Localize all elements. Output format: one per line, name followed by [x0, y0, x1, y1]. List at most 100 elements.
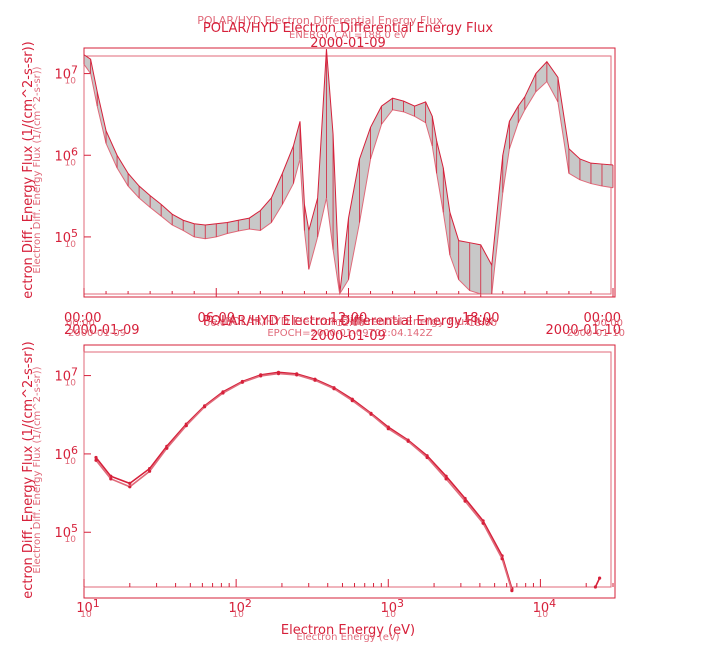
panel-1-ytick-label-0-exp: 5	[71, 227, 78, 240]
panel-1-ytick-label-1-text: 106	[54, 145, 78, 164]
panel-2-xtick-label-3-base: 10	[533, 601, 550, 616]
panel-2-series	[94, 370, 602, 593]
panel-2-point-2-0	[593, 585, 598, 589]
panel-2-point-1-7	[221, 391, 225, 395]
panel-2: POLAR/HYD Electron Differential Energy F…	[21, 314, 616, 643]
panel-2-title: POLAR/HYD Electron Differential Energy F…	[203, 314, 493, 329]
panel-1-ytick-label-1-base: 10	[54, 149, 71, 164]
panel-2-point-1-9	[259, 374, 263, 378]
panel-2-ylabel: ectron Diff. Energy Flux (1/(cm^2-s-sr))	[21, 341, 36, 598]
panel-2-xtick-label-0-text: 101	[76, 597, 100, 616]
panel-1-xtick-label-0: 00:00	[64, 311, 101, 326]
panel-1-series-upper	[83, 48, 614, 295]
panel-2-point-1-1	[109, 477, 113, 481]
panel-2-ytick-label-0-text: 105	[54, 522, 78, 541]
panel-2-point-1-13	[332, 387, 336, 391]
panel-1-xtick-label-2: 12:00	[330, 311, 367, 326]
panel-1-ytick-label-2-text: 107	[54, 64, 78, 83]
panel-2-xtick-label-2-base: 10	[381, 601, 398, 616]
panel-2-point-1-23	[510, 589, 514, 593]
panel-2-point-1-19	[444, 477, 448, 481]
panel-1-ytick-label-2-overlay: 10	[65, 77, 77, 87]
panel-1-date: 2000-01-09	[310, 36, 386, 51]
panel-1-xtick-date-overlay-0: 2000-01-09	[68, 328, 126, 339]
panel-2-ytick-label-2-exp: 7	[71, 366, 78, 379]
panel-1-xtick-date-overlay-4: 2000-01-10	[567, 328, 625, 339]
panel-1-xtick-date-0: 2000-01-09	[64, 323, 140, 338]
panel-2-ytick-label-1-base: 10	[54, 448, 71, 463]
panel-2-xtick-label-0-overlay: 10	[80, 610, 92, 620]
panel-2-xtick-label-1-overlay: 10	[232, 610, 244, 620]
panel-1-ytick-label-2-exp: 7	[71, 64, 78, 77]
panel-1-ytick-label-0-overlay: 10	[65, 240, 77, 250]
panel-1-ytick-label-0-text: 105	[54, 227, 78, 246]
panel-2-xtick-label-3-exp: 4	[549, 597, 556, 610]
panel-2-inner-frame	[83, 351, 612, 588]
panel-2-ytick-label-0-overlay: 10	[65, 535, 77, 545]
panel-2-point-1-2	[128, 485, 132, 489]
panel-2-point-1-5	[184, 424, 188, 428]
panel-1-series	[83, 48, 614, 296]
panel-2-xtick-label-3-text: 104	[533, 597, 557, 616]
panel-2-point-2-1	[598, 576, 602, 580]
panel-2-point-0-0	[94, 455, 98, 460]
panel-2-ytick-label-0-base: 10	[54, 526, 71, 541]
panel-1-xtick-label-overlay-1: 06:00	[204, 318, 233, 329]
panel-2-point-1-14	[350, 399, 354, 403]
panel-2-point-1-11	[295, 373, 299, 377]
panel-2-point-1-10	[276, 372, 281, 376]
panel-1-xtick-label-overlay-0: 00:00	[66, 318, 95, 329]
panel-2-frame	[83, 344, 616, 599]
panel-1-xtick-label-1: 06:00	[198, 311, 235, 326]
panel-2-point-1-18	[425, 455, 429, 460]
panel-2-ytick-label-0-exp: 5	[71, 522, 78, 535]
panel-2-point-1-17	[406, 439, 410, 443]
panel-2-point-1-22	[500, 557, 504, 561]
panel-2-ytick-label-1-exp: 6	[71, 444, 78, 457]
panel-1-xtick-date-4: 2000-01-10	[545, 323, 621, 338]
panel-2-ytick-label-1-overlay: 10	[65, 457, 77, 467]
panel-2-xtick-label-0-exp: 1	[93, 597, 100, 610]
panel-2-ytick-label-2-base: 10	[54, 370, 71, 385]
panel-2-point-0-2	[128, 481, 132, 485]
panel-2-series-0	[95, 371, 513, 589]
panel-2-title-overlay: POLAR/HYD Electron Differential Energy F…	[225, 315, 471, 328]
panel-2-xlabel: Electron Energy (eV)	[281, 623, 415, 638]
panel-2-point-1-21	[481, 521, 485, 525]
panel-1-series-lower	[83, 63, 614, 296]
panel-2-xtick-label-1-exp: 2	[245, 597, 252, 610]
panel-2-xtick-label-1-text: 102	[228, 597, 252, 616]
panel-1-xtick-label-overlay-2: 12:00	[336, 318, 365, 329]
panel-1-ytick-label-1-exp: 6	[71, 145, 78, 158]
panel-2-point-1-3	[148, 469, 152, 473]
panel-1-subtitle: ENERGY_CAL=188.0 eV	[289, 30, 407, 41]
panel-1: POLAR/HYD Electron Differential Energy F…	[21, 14, 625, 339]
panel-2-date: 2000-01-09	[310, 329, 386, 344]
panel-2-ylabel-overlay: Electron Diff. Energy Flux (1/(cm^2-s-sr…	[32, 366, 43, 573]
panel-2-series-1	[95, 372, 513, 591]
panel-1-ylabel: ectron Diff. Energy Flux (1/(cm^2-s-sr))	[21, 41, 36, 298]
panel-1-xtick-label-3: 18:00	[462, 311, 499, 326]
panel-2-xtick-label-2-text: 103	[381, 597, 405, 616]
panel-2-xtick-label-2-overlay: 10	[385, 610, 397, 620]
panel-1-xtick-label-overlay-3: 18:00	[468, 318, 497, 329]
panel-2-series-2	[594, 577, 601, 588]
panel-1-ytick-label-0-base: 10	[54, 231, 71, 246]
panel-2-xtick-label-2-exp: 3	[397, 597, 404, 610]
panel-2-point-1-20	[463, 499, 467, 503]
panel-2-ytick-label-2-text: 107	[54, 366, 78, 385]
panel-2-point-1-15	[369, 412, 373, 416]
panel-2-point-1-16	[386, 427, 390, 431]
panel-1-title-overlay: POLAR/HYD Electron Differential Energy F…	[197, 14, 443, 27]
panel-2-xtick-label-1-base: 10	[228, 601, 245, 616]
panel-2-ytick-label-2-overlay: 10	[65, 379, 77, 389]
panel-2-point-1-4	[165, 446, 169, 450]
